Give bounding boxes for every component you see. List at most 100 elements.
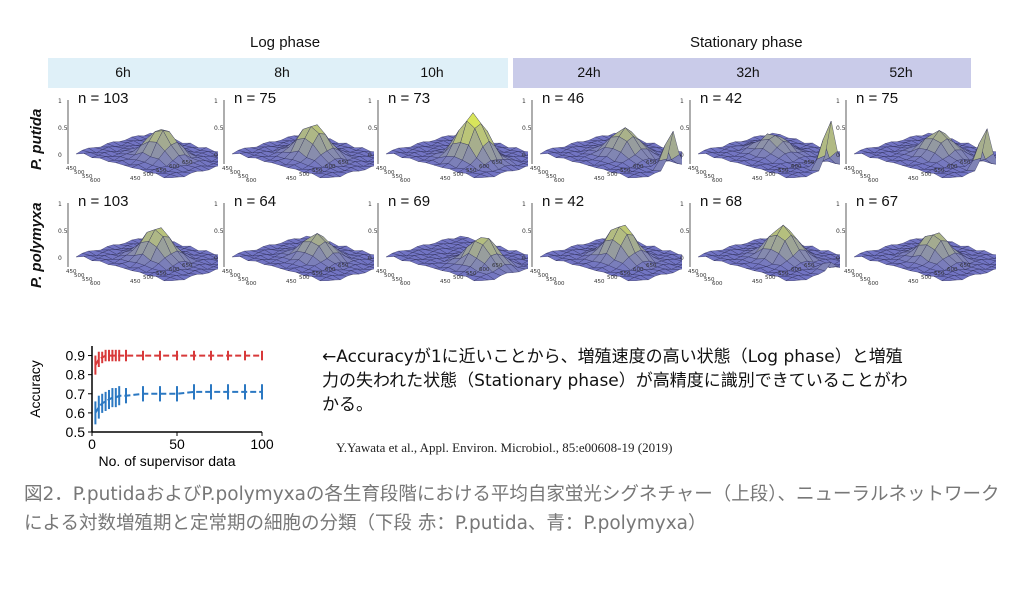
- y-tick-label: 600: [479, 267, 490, 273]
- x-tick-label: 450: [530, 269, 541, 275]
- surface-plot-panel: 1 0.5 0 450 500 550 600 450 500 550 600 650 n = 69: [368, 193, 528, 290]
- y-tick-label: 500: [607, 275, 618, 281]
- y-tick-label: 0.9: [66, 348, 86, 364]
- surface-mesh: [385, 112, 528, 179]
- sample-count-label: n = 75: [234, 90, 277, 107]
- y-tick-label: 650: [646, 263, 657, 269]
- x-tick-label: 500: [538, 170, 549, 176]
- surface-facet: [679, 154, 682, 156]
- time-label-32h: 32h: [736, 64, 760, 80]
- z-tick-label: 0.5: [522, 125, 532, 132]
- sample-count-label: n = 67: [856, 193, 899, 210]
- x-tick-label: 450: [688, 269, 699, 275]
- y-tick-label: 550: [620, 168, 631, 174]
- sample-count-label: n = 103: [78, 90, 129, 107]
- z-tick-label: 1: [368, 98, 372, 105]
- surface-facet: [371, 154, 374, 156]
- x-tick-label: 500: [538, 273, 549, 279]
- x-tick-label: 550: [238, 277, 249, 283]
- time-label-10h: 10h: [420, 64, 444, 80]
- z-tick-label: 0.5: [58, 228, 68, 235]
- surface-mesh: [853, 128, 996, 179]
- y-tick-label: 500: [921, 275, 932, 281]
- time-label-52h: 52h: [889, 64, 913, 80]
- sample-count-label: n = 68: [700, 193, 743, 210]
- accuracy-chart: 0.5 0.6 0.7 0.8 0.9 0 50 100 No. of supervisor d…: [22, 332, 292, 472]
- x-tick-label: 500: [384, 273, 395, 279]
- z-tick-label: 1: [58, 98, 62, 105]
- x-tick-label: 550: [392, 277, 403, 283]
- surface-facet: [941, 277, 957, 281]
- z-tick-label: 0.5: [522, 228, 532, 235]
- y-axis-label: Accuracy: [27, 360, 43, 418]
- surface-mesh: [385, 235, 528, 282]
- y-tick-label: 600: [633, 267, 644, 273]
- x-tick-label: 550: [860, 174, 871, 180]
- surface-plot-panel: 1 0.5 0 450 500 550 600 450 500 550 600 650 n = 75: [836, 90, 996, 187]
- y-tick-label: 0.8: [66, 367, 86, 383]
- x-tick-label: 450: [66, 166, 77, 172]
- surface-facet: [785, 174, 801, 178]
- z-tick-label: 1: [680, 201, 684, 208]
- y-tick-label: 0.5: [66, 424, 86, 440]
- x-tick-label: 550: [546, 174, 557, 180]
- y-tick-label: 550: [620, 271, 631, 277]
- x-tick-label: 600: [400, 178, 411, 184]
- z-tick-label: 0: [522, 255, 526, 262]
- y-tick-label: 500: [765, 172, 776, 178]
- x-tick-label: 600: [246, 178, 257, 184]
- time-label-24h: 24h: [577, 64, 601, 80]
- x-tick-label: 550: [860, 277, 871, 283]
- y-tick-label: 500: [453, 172, 464, 178]
- y-tick-label: 450: [594, 279, 605, 285]
- surface-facet: [525, 257, 528, 259]
- surface-plot-panel: 1 0.5 0 450 500 550 600 450 500 550 600 650 n = 103: [58, 90, 218, 187]
- y-tick-label: 550: [466, 271, 477, 277]
- y-tick-label: 500: [143, 172, 154, 178]
- y-tick-label: 600: [169, 267, 180, 273]
- surface-facet: [679, 257, 682, 259]
- surface-plot-panel: 1 0.5 0 450 500 550 600 450 500 550 600 650 n = 67: [836, 193, 996, 290]
- y-tick-label: 450: [908, 176, 919, 182]
- y-tick-label: 450: [286, 176, 297, 182]
- x-tick-label: 550: [82, 277, 93, 283]
- x-tick-label: 500: [852, 273, 863, 279]
- y-tick-label: 650: [338, 263, 349, 269]
- y-tick-label: 650: [338, 160, 349, 166]
- time-label-6h: 6h: [115, 64, 131, 80]
- accuracy-note: ←Accuracyが1に近いことから、増殖速度の高い状態（Log phase）と…: [322, 347, 908, 415]
- y-tick-label: 650: [492, 160, 503, 166]
- z-tick-label: 0: [836, 152, 840, 159]
- y-tick-label: 650: [804, 263, 815, 269]
- y-tick-label: 550: [934, 168, 945, 174]
- surface-plot-panel: 1 0.5 0 450 500 550 600 450 500 550 600 650 n = 75: [214, 90, 374, 187]
- z-tick-label: 0.5: [680, 125, 690, 132]
- x-tick-label: 450: [844, 166, 855, 172]
- x-tick-label: 50: [169, 436, 185, 452]
- series-line: [94, 354, 262, 366]
- y-tick-label: 600: [479, 164, 490, 170]
- surface-plot-panel: 1 0.5 0 450 500 550 600 450 500 550 600 650 n = 68: [680, 193, 840, 290]
- surface-plot-panel: 1 0.5 0 450 500 550 600 450 500 550 600 650 n = 42: [522, 193, 682, 290]
- x-tick-label: 450: [688, 166, 699, 172]
- z-tick-label: 0.5: [836, 125, 846, 132]
- x-tick-label: 500: [696, 273, 707, 279]
- z-tick-label: 0.5: [368, 125, 378, 132]
- surface-plot-panel: 1 0.5 0 450 500 550 600 450 500 550 600 650 n = 73: [368, 90, 528, 187]
- sample-count-label: n = 46: [542, 90, 585, 107]
- y-tick-label: 650: [492, 263, 503, 269]
- z-tick-label: 1: [522, 201, 526, 208]
- y-tick-label: 650: [960, 160, 971, 166]
- z-tick-label: 0: [214, 255, 218, 262]
- surface-mesh: [697, 120, 840, 179]
- x-tick-label: 500: [852, 170, 863, 176]
- y-tick-label: 650: [960, 263, 971, 269]
